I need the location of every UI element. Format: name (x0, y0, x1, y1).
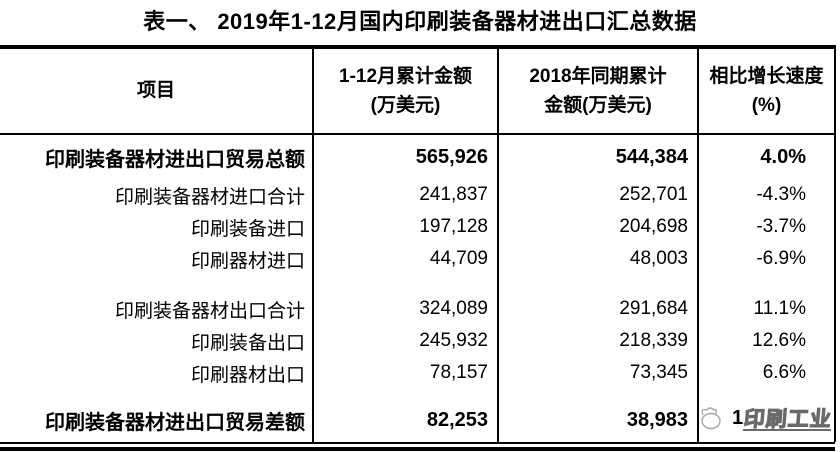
group-spacer (0, 389, 835, 398)
amount-2019-cell: 78,157 (312, 357, 498, 389)
amount-2019-cell: 82,253 (312, 398, 498, 442)
item-label-cell: 印刷器材进口 (190, 250, 305, 272)
table-bottom-rule (0, 442, 835, 451)
amount-2019-cell: 565,926 (312, 134, 498, 179)
table-row-equipment-import: 印刷装备进口 197,128 204,698 -3.7% (0, 211, 835, 243)
growth-cell: -4.3% (697, 179, 835, 211)
amount-2019-cell: 44,709 (312, 243, 498, 275)
amount-2018-cell: 73,345 (497, 357, 698, 389)
header-row: 项目 1-12月累计金额 (万美元) 2018年同期累计 金额(万美元) 相比增… (0, 47, 835, 135)
summary-table: 项目 1-12月累计金额 (万美元) 2018年同期累计 金额(万美元) 相比增… (0, 45, 836, 442)
watermark-text: 印刷工业 (742, 407, 833, 431)
growth-cell: -6.9% (697, 243, 835, 275)
header-growth: 相比增长速度 (%) (697, 47, 835, 135)
header-amount-2019: 1-12月累计金额 (万美元) (312, 47, 498, 135)
growth-cell-watermarked: 1 印刷工业 (697, 398, 835, 442)
amount-2019-cell: 197,128 (312, 211, 498, 243)
amount-2018-cell: 218,339 (497, 325, 698, 357)
item-label-cell: 印刷装备进口 (190, 218, 305, 240)
visible-digit: 1 (732, 406, 744, 429)
amount-2018-cell: 544,384 (497, 134, 698, 179)
header-amount-2018: 2018年同期累计 金额(万美元) (497, 47, 698, 135)
header-item: 项目 (0, 47, 313, 135)
table-row-export-total: 印刷装备器材出口合计 324,089 291,684 11.1% (0, 293, 835, 325)
table-row-total: 印刷装备器材进出口贸易总额 565,926 544,384 4.0% (0, 134, 835, 179)
growth-cell: 4.0% (697, 134, 835, 179)
table-row-import-total: 印刷装备器材进口合计 241,837 252,701 -4.3% (0, 179, 835, 211)
growth-cell: 11.1% (697, 293, 835, 325)
item-label-cell: 印刷装备器材进口合计 (114, 186, 305, 208)
amount-2019-cell: 324,089 (312, 293, 498, 325)
table-row-material-import: 印刷器材进口 44,709 48,003 -6.9% (0, 243, 835, 275)
table-row-balance: 印刷装备器材进出口贸易差额 82,253 38,983 1 印刷工业 (0, 398, 835, 442)
amount-2018-cell: 48,003 (497, 243, 698, 275)
growth-cell: 6.6% (697, 357, 835, 389)
amount-2019-cell: 245,932 (312, 325, 498, 357)
group-spacer (0, 275, 835, 293)
item-label-cell: 印刷装备出口 (190, 332, 305, 354)
table-title: 表一、 2019年1-12月国内印刷装备器材进出口汇总数据 (143, 9, 697, 34)
table-row-material-export: 印刷器材出口 78,157 73,345 6.6% (0, 357, 835, 389)
item-label-cell: 印刷装备器材进出口贸易总额 (45, 148, 305, 171)
watermark-logo-icon (701, 407, 721, 430)
item-label-cell: 印刷器材出口 (190, 364, 305, 386)
table-row-equipment-export: 印刷装备出口 245,932 218,339 12.6% (0, 325, 835, 357)
amount-2018-cell: 204,698 (497, 211, 698, 243)
item-label-cell: 印刷装备器材进出口贸易差额 (45, 411, 305, 434)
amount-2019-cell: 241,837 (312, 179, 498, 211)
growth-cell: 12.6% (697, 325, 835, 357)
item-label-cell: 印刷装备器材出口合计 (114, 300, 305, 322)
growth-cell: -3.7% (697, 211, 835, 243)
amount-2018-cell: 252,701 (497, 179, 698, 211)
watermark: 1 印刷工业 (699, 403, 834, 433)
amount-2018-cell: 38,983 (497, 398, 698, 442)
amount-2018-cell: 291,684 (497, 293, 698, 325)
